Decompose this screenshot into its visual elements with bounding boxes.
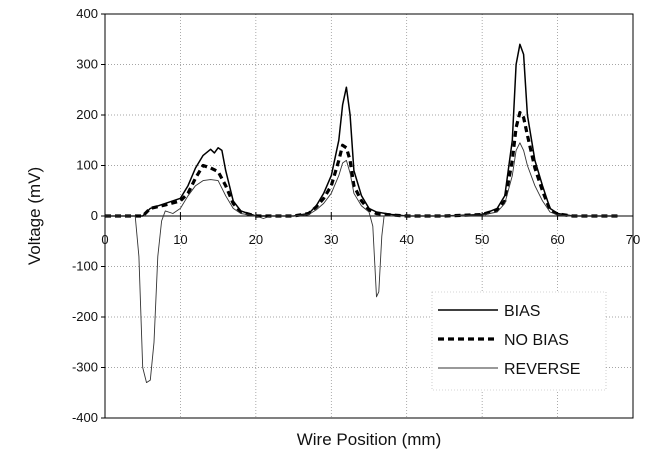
x-tick-label: 70 xyxy=(626,232,640,247)
legend-label-reverse: REVERSE xyxy=(504,361,580,378)
y-tick-label: 100 xyxy=(76,158,98,173)
x-axis-title: Wire Position (mm) xyxy=(297,430,442,449)
y-tick-label: -400 xyxy=(72,410,98,425)
legend-box xyxy=(431,291,607,391)
series-line-reverse xyxy=(105,142,618,384)
y-tick-label: -100 xyxy=(72,259,98,274)
legend: BIAS NO BIAS REVERSE xyxy=(431,291,607,391)
series-line-bias xyxy=(105,43,618,217)
y-axis-title: Voltage (mV) xyxy=(25,167,44,265)
x-tick-label: 50 xyxy=(475,232,489,247)
x-tick-label: 0 xyxy=(101,232,108,247)
x-tick-label: 30 xyxy=(324,232,338,247)
y-tick-label: -300 xyxy=(72,360,98,375)
legend-label-bias: BIAS xyxy=(504,303,540,320)
series-line-no-bias xyxy=(105,110,618,218)
series-lines xyxy=(105,43,618,384)
x-tick-label: 20 xyxy=(249,232,263,247)
legend-label-no-bias: NO BIAS xyxy=(504,332,569,349)
x-tick-label: 60 xyxy=(550,232,564,247)
y-tick-label: 200 xyxy=(76,107,98,122)
y-tick-label: 0 xyxy=(91,208,98,223)
x-tick-label: 10 xyxy=(173,232,187,247)
x-tick-label: 40 xyxy=(399,232,413,247)
y-tick-label: 300 xyxy=(76,57,98,72)
y-tick-label: 400 xyxy=(76,6,98,21)
y-tick-label: -200 xyxy=(72,309,98,324)
